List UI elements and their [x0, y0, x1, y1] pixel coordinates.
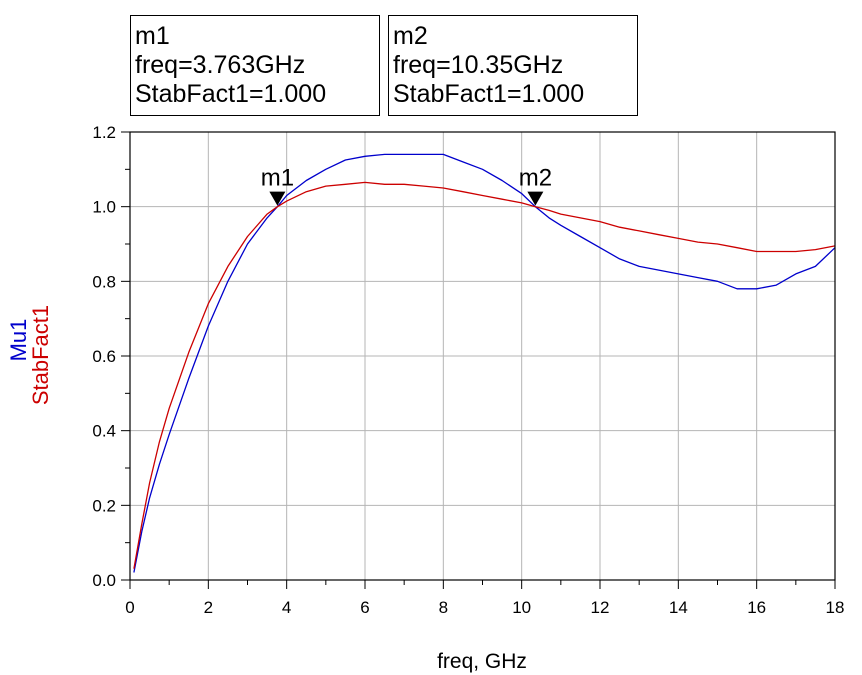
- x-tick-label: 2: [204, 598, 213, 617]
- marker-readout-m1: m1 freq=3.763GHz StabFact1=1.000: [130, 15, 380, 116]
- marker-readout-freq: freq=10.35GHz: [393, 51, 564, 79]
- grid: [130, 132, 835, 580]
- ticks: 0 2 4 6 8 10 12 14 16 18 0.0 0.2 0.4 0.6 0.8 1.0 1.2: [92, 123, 844, 617]
- marker-readout-label: m1: [135, 22, 170, 50]
- x-tick-label: 6: [360, 598, 369, 617]
- marker-triangle-m2: [527, 191, 544, 206]
- marker-triangle-m1: [269, 191, 286, 206]
- marker-readout-m2: m2 freq=10.35GHz StabFact1=1.000: [388, 15, 638, 116]
- x-tick-label: 10: [512, 598, 531, 617]
- x-tick-label: 0: [125, 598, 134, 617]
- x-tick-label: 16: [747, 598, 766, 617]
- marker-readout-value: StabFact1=1.000: [135, 80, 327, 108]
- marker-readout-value: StabFact1=1.000: [393, 80, 585, 108]
- y-axis-label-stabfact1: StabFact1: [28, 305, 53, 405]
- x-tick-label: 4: [282, 598, 291, 617]
- y-tick-label: 1.0: [92, 198, 116, 217]
- y-tick-label: 0.8: [92, 272, 116, 291]
- x-tick-label: 14: [669, 598, 688, 617]
- marker-label-m2: m2: [519, 165, 552, 192]
- marker-readout-freq: freq=3.763GHz: [135, 51, 306, 79]
- markers: m1 m2: [261, 165, 552, 206]
- marker-readout-label: m2: [393, 22, 428, 50]
- series-line-stabfact1: [133, 181, 836, 569]
- y-axis-label-mu1: Mu1: [6, 319, 31, 362]
- series-line-mu1: [133, 153, 836, 573]
- x-tick-label: 12: [591, 598, 610, 617]
- x-tick-label: 8: [439, 598, 448, 617]
- y-tick-label: 0.6: [92, 347, 116, 366]
- y-tick-label: 0.0: [92, 571, 116, 590]
- y-tick-label: 1.2: [92, 123, 116, 142]
- x-axis-label: freq, GHz: [437, 650, 527, 673]
- series-layer: [133, 153, 836, 573]
- x-tick-label: 18: [826, 598, 845, 617]
- y-tick-label: 0.2: [92, 496, 116, 515]
- marker-label-m1: m1: [261, 165, 294, 192]
- y-tick-label: 0.4: [92, 422, 116, 441]
